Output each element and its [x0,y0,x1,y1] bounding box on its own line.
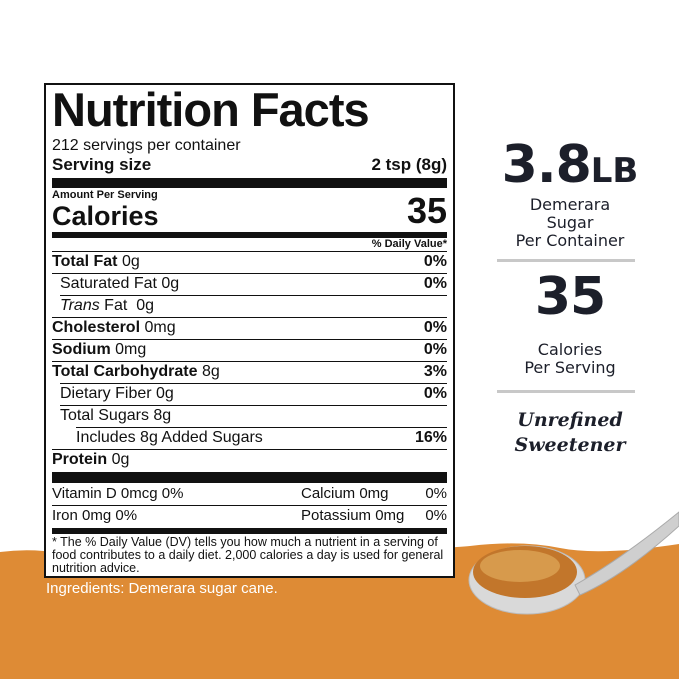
divider-medium [52,232,447,238]
nutrient-row: Total Sugars 8g [60,407,172,424]
amount-per-serving: Amount Per Serving [52,189,158,201]
nutrient-row: Trans Fat 0g [60,297,154,314]
serving-size-value: 2 tsp (8g) [371,155,447,174]
nutrition-facts-label: Nutrition Facts 212 servings per contain… [44,83,455,578]
ingredients: Ingredients: Demerara sugar cane. [46,580,278,597]
daily-value-header: % Daily Value* [371,238,447,250]
spoon-image [468,511,679,615]
weight-value: 3.8 [501,135,592,195]
nutrient-row: Total Carbohydrate 8g 3% [52,363,447,380]
vitamin-row: Iron 0mg 0% Potassium 0mg 0% [52,507,447,524]
calories-stat: 35 [534,267,606,327]
nutrient-row: Total Fat 0g 0% [52,253,447,270]
servings-per-container: 212 servings per container [52,137,241,154]
separator [497,390,635,393]
calories-value: 35 [406,190,447,231]
serving-size-label: Serving size [52,155,152,174]
nutrient-row: Cholesterol 0mg 0% [52,319,447,336]
vitamin-row: Vitamin D 0mcg 0% Calcium 0mg 0% [52,485,447,502]
label-title: Nutrition Facts [52,83,370,136]
nutrient-row: Saturated Fat 0g 0% [60,275,447,292]
divider-medium [52,528,447,534]
nutrient-row: Protein 0g [52,451,130,468]
nutrient-row: Includes 8g Added Sugars 16% [76,429,447,446]
weight-caption: Demerara Sugar Per Container [515,195,625,250]
tagline: Unrefined Sweetener [514,409,626,456]
serving-size-row: Serving size 2 tsp (8g) [52,155,447,175]
weight-stat: 3.8LB [490,136,650,194]
nutrient-row: Dietary Fiber 0g 0% [60,385,447,402]
divider-thick [52,472,447,483]
divider-thick [52,178,447,188]
footnote: * The % Daily Value (DV) tells you how m… [52,535,444,575]
separator [497,259,635,262]
nutrient-row: Sodium 0mg 0% [52,341,447,358]
calories-caption: Calories Per Serving [524,340,616,377]
calories-label: Calories [52,201,159,231]
weight-unit: LB [590,151,639,191]
